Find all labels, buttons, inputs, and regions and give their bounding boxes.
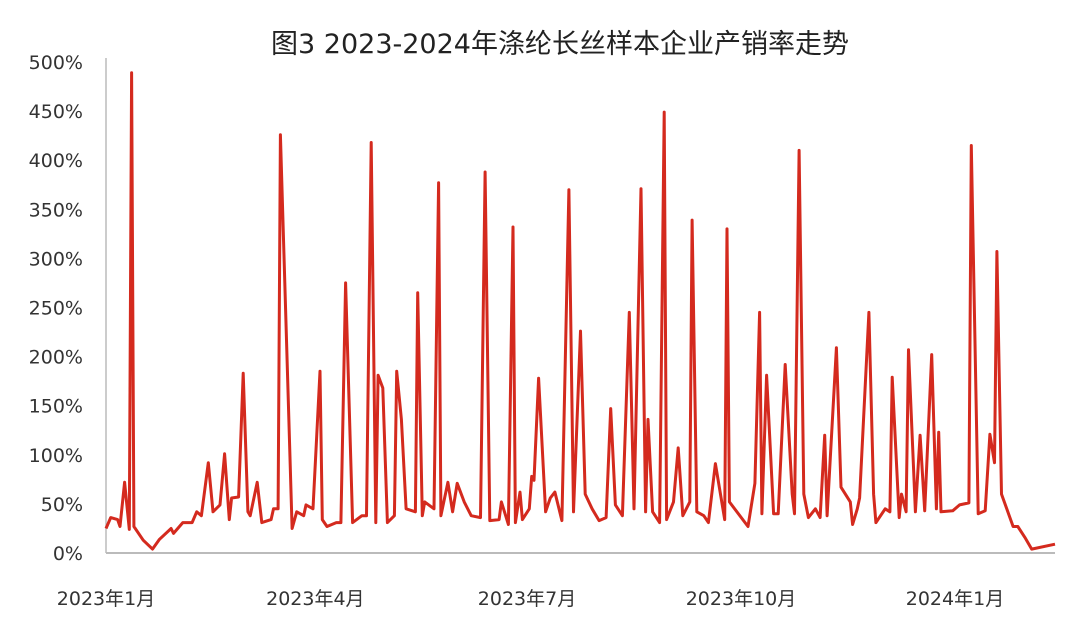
y-tick-label: 0%: [53, 543, 83, 565]
y-tick-label: 300%: [29, 248, 83, 270]
chart-title: 图3 2023-2024年涤纶长丝样本企业产销率走势: [271, 29, 849, 60]
y-tick-label: 450%: [29, 101, 83, 123]
series-line: [104, 71, 1056, 551]
x-tick-label: 2023年1月: [57, 588, 155, 610]
y-tick-label: 50%: [41, 494, 83, 516]
x-tick-label: 2024年1月: [906, 588, 1004, 610]
y-tick-label: 250%: [29, 298, 83, 320]
y-tick-label: 200%: [29, 347, 83, 369]
y-tick-label: 500%: [29, 52, 83, 74]
y-tick-label: 350%: [29, 199, 83, 221]
x-tick-label: 2023年4月: [266, 588, 364, 610]
y-tick-label: 100%: [29, 445, 83, 467]
x-tick-label: 2023年10月: [686, 588, 797, 610]
y-tick-label: 400%: [29, 150, 83, 172]
x-tick-label: 2023年7月: [478, 588, 576, 610]
y-tick-label: 150%: [29, 396, 83, 418]
